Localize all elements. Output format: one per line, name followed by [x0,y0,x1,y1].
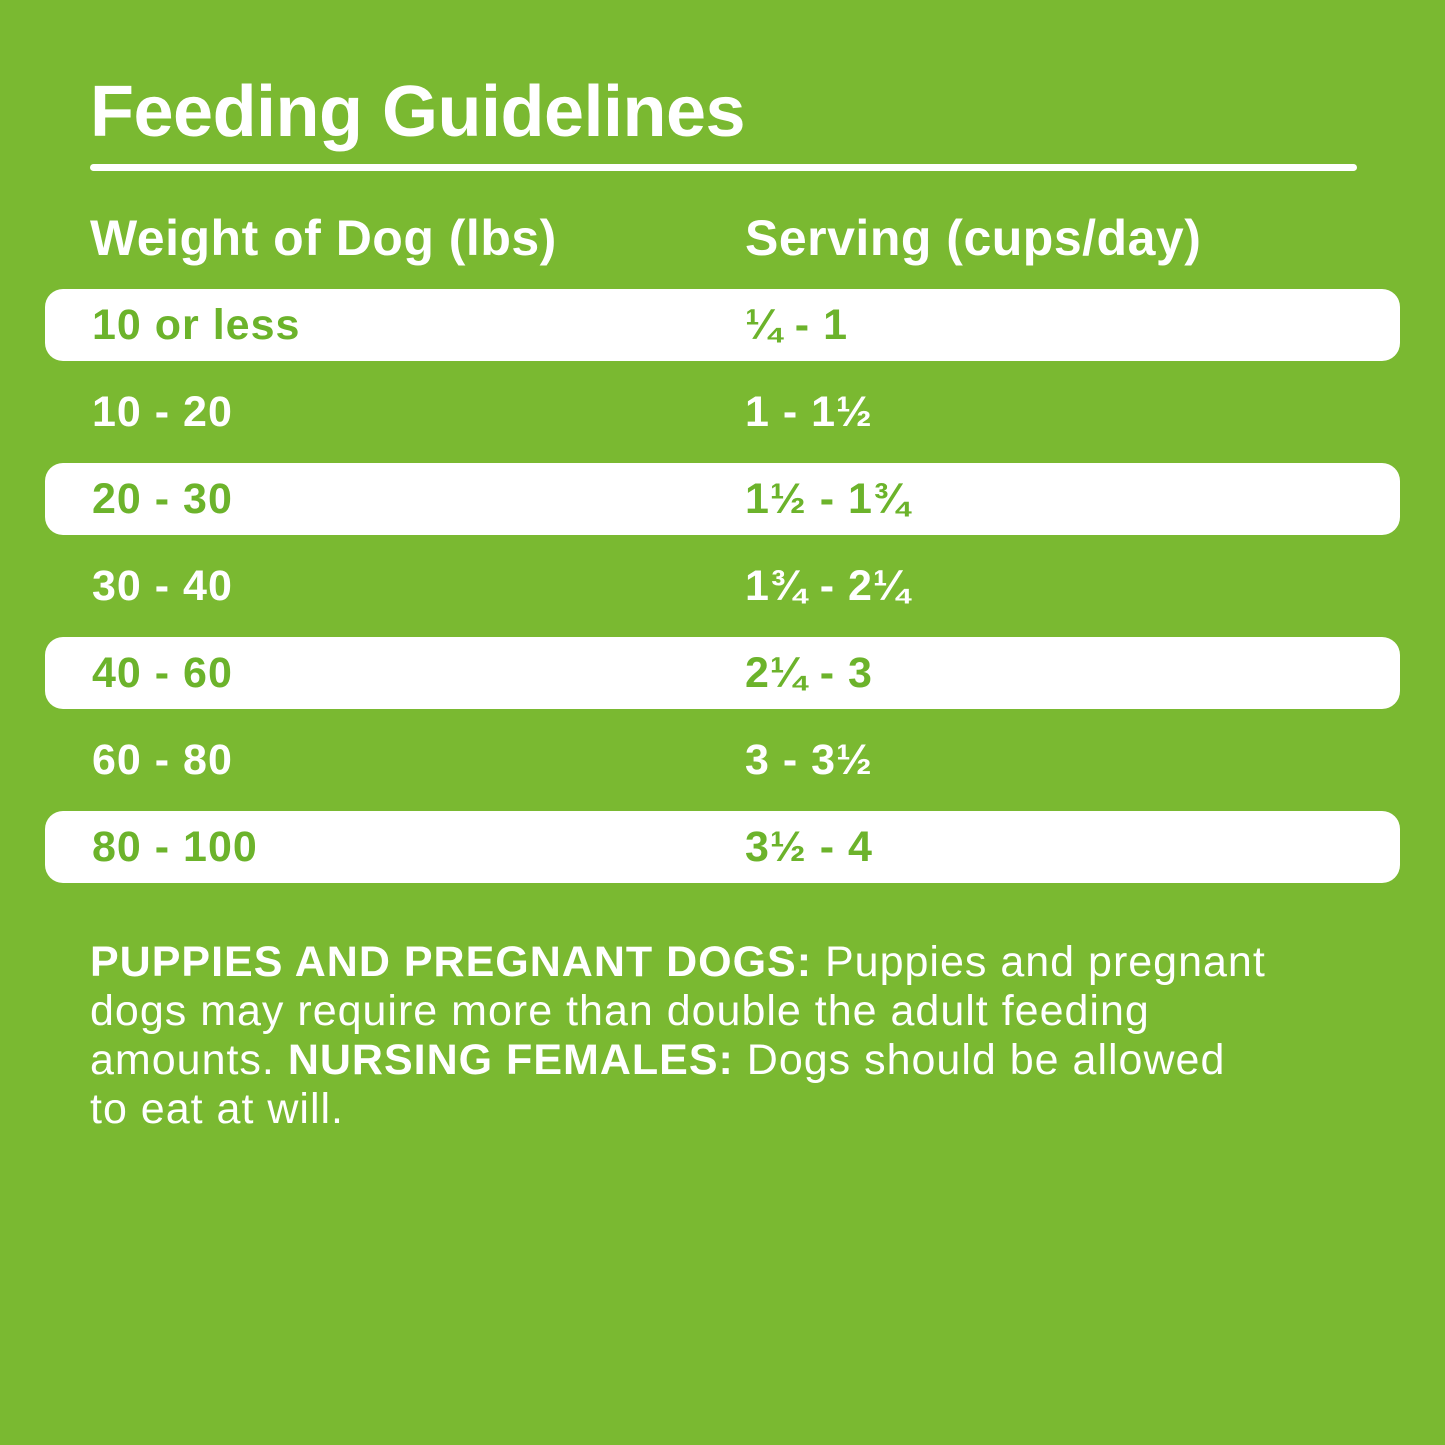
feeding-note: PUPPIES AND PREGNANT DOGS: Puppies and p… [90,938,1380,1134]
note-line: amounts. NURSING FEMALES: Dogs should be… [90,1036,1380,1085]
serving-cell: 1 - 1½ [745,387,873,436]
table-row: 10 or less ¼ - 1 [45,289,1400,361]
note-text: amounts. [90,1036,288,1084]
table-row: 20 - 30 1½ - 1¾ [45,463,1400,535]
weight-cell: 80 - 100 [92,822,258,871]
page-title: Feeding Guidelines [90,72,746,152]
note-text: Puppies and pregnant [812,938,1266,986]
note-text: to eat at will. [90,1085,344,1133]
weight-cell: 40 - 60 [92,648,233,697]
weight-cell: 20 - 30 [92,474,233,523]
serving-cell: ¼ - 1 [745,300,848,349]
note-heading: NURSING FEMALES: [287,1036,734,1084]
weight-cell: 10 or less [92,300,301,349]
serving-cell: 3 - 3½ [745,735,873,784]
feeding-table: 10 or less ¼ - 1 10 - 20 1 - 1½ 20 - 30 1½ - … [45,289,1400,883]
weight-cell: 10 - 20 [92,387,233,436]
serving-cell: 2¼ - 3 [745,648,873,697]
note-line: dogs may require more than double the ad… [90,987,1380,1036]
table-row: 60 - 80 3 - 3½ [45,709,1400,811]
title-divider [90,164,1357,171]
serving-cell: 1½ - 1¾ [745,474,910,523]
table-row: 40 - 60 2¼ - 3 [45,637,1400,709]
serving-cell: 3½ - 4 [745,822,873,871]
note-text: Dogs should be allowed [733,1036,1226,1084]
note-heading: PUPPIES AND PREGNANT DOGS: [90,938,813,986]
note-text: dogs may require more than double the ad… [90,987,1150,1035]
note-line: PUPPIES AND PREGNANT DOGS: Puppies and p… [90,938,1380,987]
weight-cell: 30 - 40 [92,561,233,610]
note-line: to eat at will. [90,1085,1380,1134]
table-row: 80 - 100 3½ - 4 [45,811,1400,883]
column-header-serving: Serving (cups/day) [745,210,1202,266]
serving-cell: 1¾ - 2¼ [745,561,910,610]
weight-cell: 60 - 80 [92,735,233,784]
column-header-weight: Weight of Dog (lbs) [90,210,557,266]
table-row: 30 - 40 1¾ - 2¼ [45,535,1400,637]
table-column-headers: Weight of Dog (lbs) Serving (cups/day) [0,213,1445,263]
table-row: 10 - 20 1 - 1½ [45,361,1400,463]
